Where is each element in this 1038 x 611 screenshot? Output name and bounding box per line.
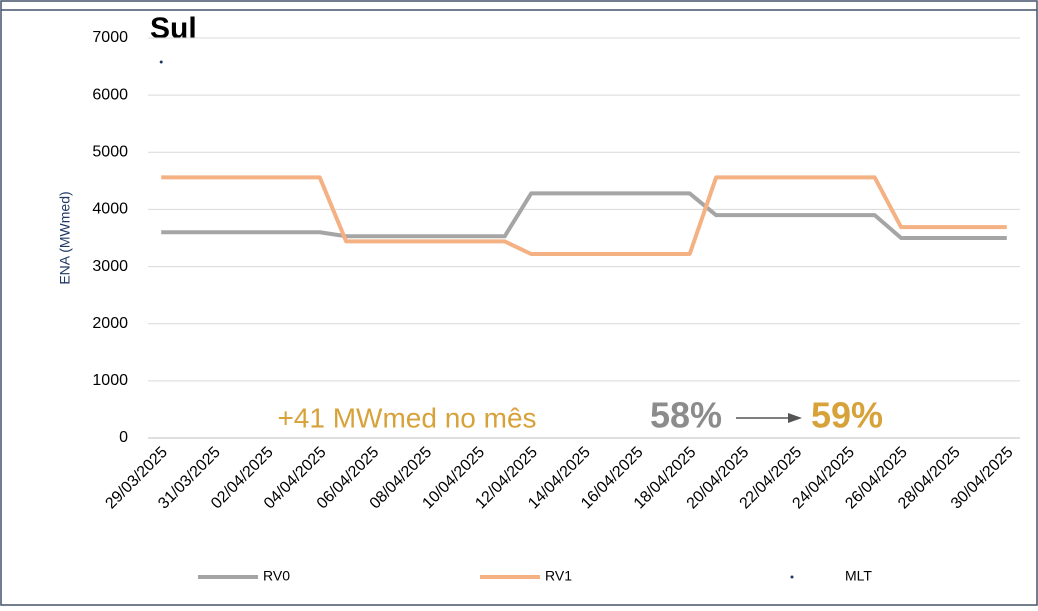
annotation: +41 MWmed no mês xyxy=(277,402,536,433)
y-tick-label: 7000 xyxy=(92,29,128,46)
legend-swatch xyxy=(790,575,794,579)
y-tick-label: 6000 xyxy=(92,86,128,103)
annotation: 59% xyxy=(811,395,883,436)
annotation: 58% xyxy=(650,395,722,436)
y-tick-label: 3000 xyxy=(92,258,128,275)
y-axis-label: ENA (MWmed) xyxy=(57,191,73,284)
point xyxy=(159,60,163,64)
line xyxy=(161,175,1007,256)
legend-label: MLT xyxy=(845,568,872,584)
y-tick-label: 1000 xyxy=(92,372,128,389)
y-tick-label: 2000 xyxy=(92,315,128,332)
legend-label: RV1 xyxy=(545,568,572,584)
chart-title: Sul xyxy=(150,12,197,45)
y-tick-label: 4000 xyxy=(92,201,128,218)
arrow-head xyxy=(788,413,802,423)
legend-label: RV0 xyxy=(263,568,290,584)
y-tick-label: 5000 xyxy=(92,144,128,161)
line xyxy=(161,191,1007,240)
y-tick-label: 0 xyxy=(119,429,128,446)
